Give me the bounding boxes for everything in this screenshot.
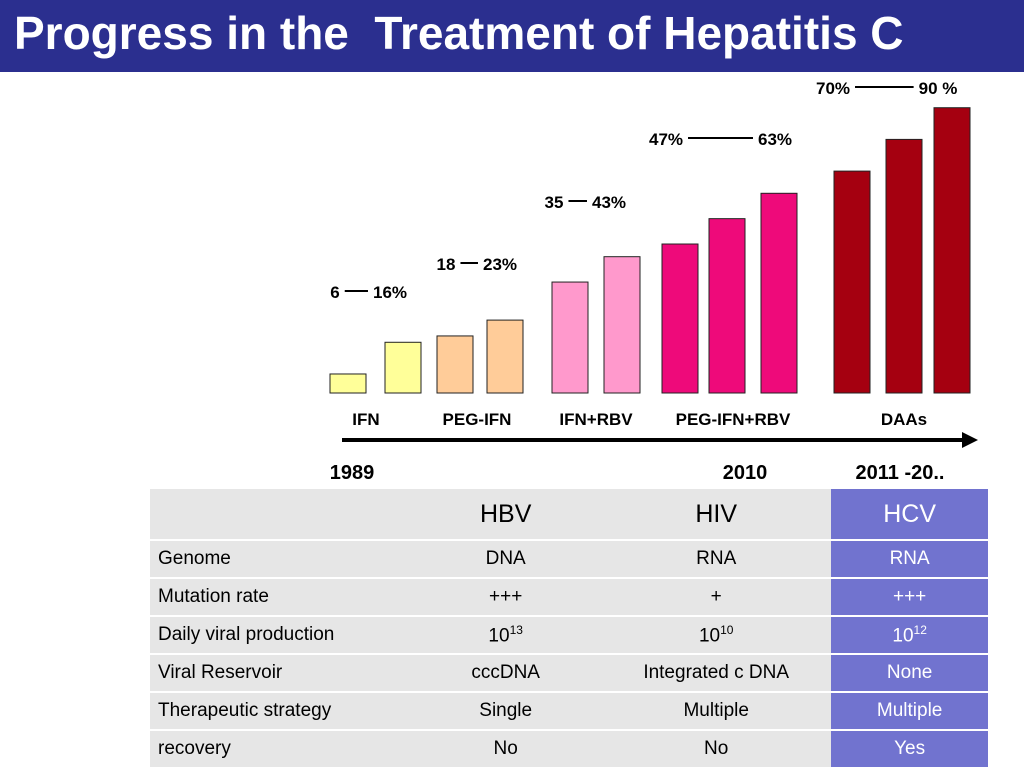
range-low-label: 6	[330, 283, 339, 302]
bar	[708, 218, 746, 394]
exponent: 12	[913, 622, 927, 637]
page-title: Progress in the Treatment of Hepatitis C	[14, 7, 904, 59]
bar	[661, 243, 699, 394]
timeline-start-label: 1989	[330, 462, 375, 484]
cell-hiv: 1010	[601, 615, 832, 654]
cell-hcv: None	[831, 653, 988, 692]
range-high-label: 43%	[592, 193, 626, 212]
table-row: recovery No No Yes	[150, 729, 988, 767]
range-low-label: 47%	[649, 130, 683, 149]
header-hiv: HIV	[601, 489, 832, 540]
cell-hiv: Integrated c DNA	[601, 653, 832, 692]
cell-hiv: RNA	[601, 539, 832, 578]
group-label: IFN	[352, 410, 379, 429]
table-header-row: HBV HIV HCV	[150, 489, 988, 540]
range-high-label: 16%	[373, 283, 407, 302]
cell-hbv: Single	[410, 691, 602, 730]
cell-hbv: DNA	[410, 539, 602, 578]
svr-bar-chart: 6 16% IFN 18 23% PEG-IFN 35 43% IFN+RBV 47% 63% PEG…	[329, 79, 978, 484]
bar	[436, 335, 474, 394]
bar	[603, 256, 641, 394]
header-hcv: HCV	[831, 489, 988, 540]
cell-hcv: +++	[831, 577, 988, 616]
cell-hcv: Multiple	[831, 691, 988, 730]
exponent: 13	[509, 622, 523, 637]
range-high-label: 63%	[758, 130, 792, 149]
header-hbv: HBV	[410, 489, 602, 540]
group-label: PEG-IFN+RBV	[676, 410, 791, 429]
bar	[885, 138, 923, 394]
table-row: Therapeutic strategy Single Multiple Mul…	[150, 691, 988, 730]
group-label: DAAs	[881, 410, 927, 429]
timeline-end-label: 2011 -20..	[856, 462, 945, 484]
group-label: IFN+RBV	[559, 410, 633, 429]
row-label: Therapeutic strategy	[150, 691, 411, 730]
bar	[833, 170, 871, 394]
exponent: 10	[720, 622, 734, 637]
table-row: Daily viral production 1013 1010 1012	[150, 615, 988, 654]
cell-hbv: No	[410, 729, 602, 767]
base: 10	[488, 625, 510, 647]
table-row: Mutation rate +++ + +++	[150, 577, 988, 616]
timeline-mid-label: 2010	[723, 462, 768, 484]
bar	[933, 107, 971, 394]
row-label: Viral Reservoir	[150, 653, 411, 692]
base: 10	[698, 625, 721, 647]
range-high-label: 23%	[483, 255, 517, 274]
cell-hiv: No	[601, 729, 832, 767]
range-high-label: 90 %	[919, 79, 958, 98]
cell-hcv: 1012	[831, 615, 988, 654]
cell-hiv: Multiple	[601, 691, 832, 730]
bar	[760, 192, 798, 394]
bar	[329, 373, 367, 394]
row-label: Mutation rate	[150, 577, 411, 616]
range-low-label: 18	[437, 255, 456, 274]
header-blank	[150, 489, 411, 540]
bar	[551, 281, 589, 394]
virus-comparison-table: HBV HIV HCV Genome DNA RNA RNA Mutation …	[150, 489, 988, 767]
range-low-label: 35	[545, 193, 564, 212]
cell-hbv: 1013	[410, 615, 602, 654]
timeline-arrowhead	[962, 432, 978, 448]
range-low-label: 70%	[816, 79, 850, 98]
bar	[486, 319, 524, 394]
table-row: Viral Reservoir cccDNA Integrated c DNA …	[150, 653, 988, 692]
bar	[384, 341, 422, 394]
row-label: Genome	[150, 539, 411, 578]
cell-hbv: +++	[410, 577, 602, 616]
cell-hcv: RNA	[831, 539, 988, 578]
cell-hbv: cccDNA	[410, 653, 602, 692]
table-row: Genome DNA RNA RNA	[150, 539, 988, 578]
group-label: PEG-IFN	[443, 410, 512, 429]
title-bar: Progress in the Treatment of Hepatitis C	[0, 0, 1024, 72]
row-label: Daily viral production	[150, 615, 411, 654]
base: 10	[892, 625, 914, 647]
cell-hcv: Yes	[831, 729, 988, 767]
cell-hiv: +	[601, 577, 832, 616]
row-label: recovery	[150, 729, 411, 767]
